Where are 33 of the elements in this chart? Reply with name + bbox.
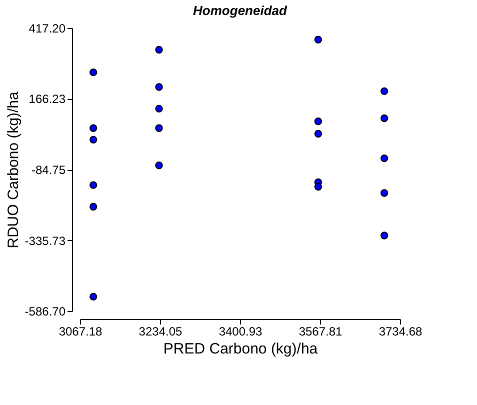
x-axis-title: PRED Carbono (kg)/ha	[163, 340, 318, 358]
point	[314, 130, 322, 138]
point	[155, 161, 163, 170]
point	[155, 83, 163, 91]
x-tick-label: 3567.81	[298, 324, 343, 338]
point	[89, 124, 98, 132]
point	[380, 114, 388, 122]
y-axis-title: RDUO Carbono (kg)/ha	[4, 90, 22, 248]
point	[89, 136, 98, 144]
point	[314, 36, 322, 44]
point	[155, 124, 163, 132]
y-tick-label: 166.23	[28, 92, 66, 106]
point	[314, 118, 322, 126]
point	[89, 181, 98, 189]
point	[89, 202, 98, 211]
point	[89, 292, 98, 301]
y-tick-label: -335.73	[24, 234, 66, 248]
point	[380, 154, 388, 162]
point	[380, 232, 388, 240]
y-tick-label: 417.20	[28, 22, 66, 36]
y-tick-label: -586.70	[24, 304, 66, 318]
x-tick-label: 3734.68	[378, 324, 423, 338]
x-tick-label: 3234.05	[138, 324, 183, 338]
point	[314, 182, 322, 191]
x-tick-label: 3400.93	[218, 324, 263, 338]
point	[380, 189, 388, 197]
point	[155, 104, 163, 113]
point	[155, 46, 163, 54]
point	[89, 68, 98, 76]
x-tick-label: 3067.18	[58, 324, 103, 338]
chart-title: Homogeneidad	[193, 3, 288, 18]
point	[380, 87, 388, 96]
y-tick-label: -84.75	[31, 163, 66, 177]
